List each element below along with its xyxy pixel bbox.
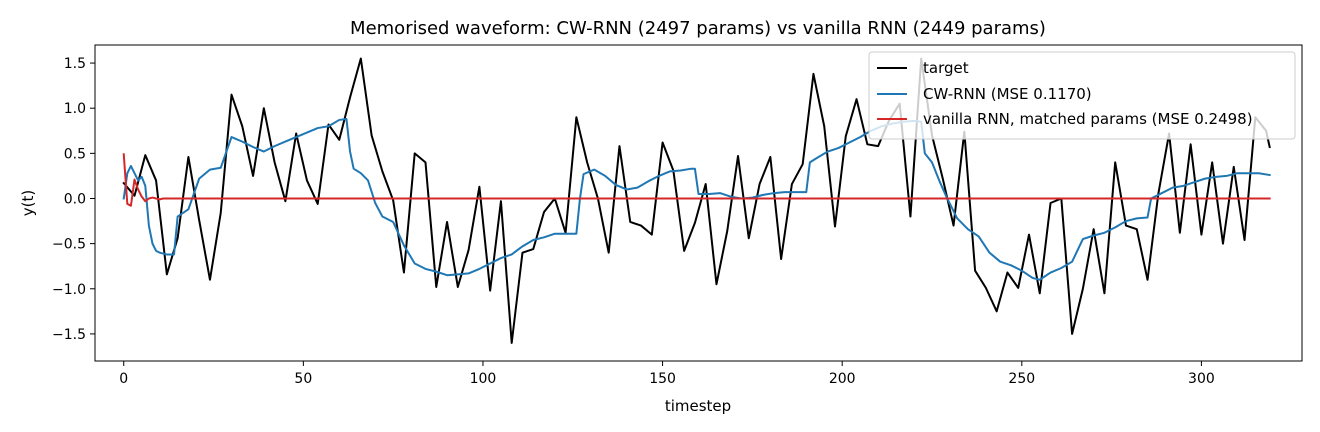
x-tick-label: 50 bbox=[294, 371, 312, 387]
x-axis-label: timestep bbox=[665, 397, 731, 415]
series-line-0 bbox=[122, 57, 1271, 344]
legend-label-vanilla-rnn: vanilla RNN, matched params (MSE 0.2498) bbox=[923, 110, 1253, 128]
x-tick-label: 300 bbox=[1188, 371, 1215, 387]
legend-label-cw-rnn: CW-RNN (MSE 0.1170) bbox=[923, 85, 1092, 103]
y-tick-label: 1.0 bbox=[64, 101, 86, 117]
y-axis-label: y(t) bbox=[19, 190, 37, 216]
x-tick-label: 200 bbox=[829, 371, 856, 387]
legend-box bbox=[868, 51, 1296, 140]
x-tick-label: 0 bbox=[119, 371, 128, 387]
y-axis: −1.5 −1.0 −0.5 0.0 0.5 1.0 1.5 bbox=[52, 56, 95, 343]
x-tick-label: 100 bbox=[470, 371, 497, 387]
series-line-2 bbox=[122, 153, 1271, 207]
plot-lines bbox=[122, 57, 1271, 344]
series-line-1 bbox=[122, 118, 1271, 281]
x-tick-label: 250 bbox=[1008, 371, 1035, 387]
y-tick-label: 1.5 bbox=[64, 56, 86, 72]
legend-label-target: target bbox=[923, 59, 969, 77]
y-tick-label: −1.5 bbox=[52, 327, 86, 343]
chart-title: Memorised waveform: CW-RNN (2497 params)… bbox=[350, 18, 1046, 39]
y-tick-label: −1.0 bbox=[52, 282, 86, 298]
y-tick-label: 0.0 bbox=[64, 191, 86, 207]
legend: target CW-RNN (MSE 0.1170) vanilla RNN, … bbox=[868, 51, 1296, 140]
y-tick-label: −0.5 bbox=[52, 237, 86, 253]
plot-area-frame bbox=[94, 44, 1303, 362]
x-axis: 0 50 100 150 200 250 300 bbox=[119, 361, 1215, 387]
y-tick-label: 0.5 bbox=[64, 146, 86, 162]
x-tick-label: 150 bbox=[649, 371, 676, 387]
